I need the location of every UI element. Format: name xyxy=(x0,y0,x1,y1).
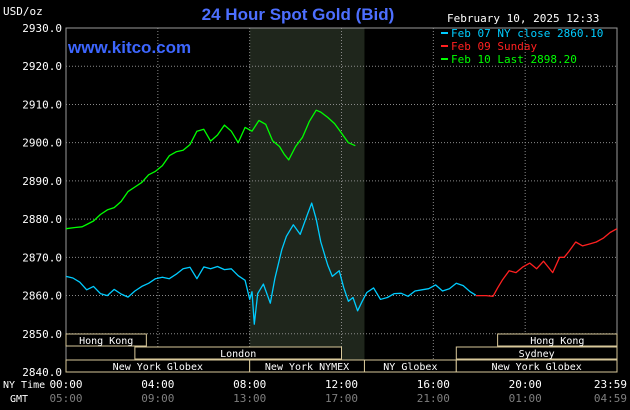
y-tick-label: 2910.0 xyxy=(22,98,62,111)
legend-entry: Feb 09 Sunday xyxy=(451,40,537,53)
price-series xyxy=(65,109,618,325)
y-tick-label: 2880.0 xyxy=(22,213,62,226)
y-tick-label: 2860.0 xyxy=(22,290,62,303)
x-tick-label-gmt: 05:00 xyxy=(49,392,82,405)
y-tick-label: 2930.0 xyxy=(22,22,62,35)
session-box: New York Globex xyxy=(455,359,618,373)
market-sessions: Hong Kong Hong Kong London Sydney New York G… xyxy=(65,333,618,373)
session-box-frame xyxy=(65,333,147,347)
series-line xyxy=(65,202,477,325)
session-box-frame xyxy=(455,346,618,360)
session-label: New York Globex xyxy=(113,362,203,373)
y-tick-label: 2900.0 xyxy=(22,137,62,150)
x-tick-label-ny: 12:00 xyxy=(325,378,358,391)
x-tick-label-gmt: 09:00 xyxy=(141,392,174,405)
x-tick-label-ny: 08:00 xyxy=(233,378,266,391)
chart-title: 24 Hour Spot Gold (Bid) xyxy=(202,5,395,24)
session-box: Hong Kong xyxy=(65,333,147,347)
session-box: NY Globex xyxy=(363,359,457,373)
legend-entry: Feb 10 Last 2898.20 xyxy=(451,53,577,66)
x-tick-label-gmt: 13:00 xyxy=(233,392,266,405)
session-box: London xyxy=(134,346,342,360)
y-tick-label: 2920.0 xyxy=(22,60,62,73)
session-box-frame xyxy=(455,359,618,373)
session-label: London xyxy=(220,349,256,360)
session-box: New York NYMEX xyxy=(249,359,365,373)
series-line xyxy=(475,228,618,297)
session-label: New York Globex xyxy=(491,362,581,373)
y-tick-label: 2840.0 xyxy=(22,366,62,379)
session-label: Sydney xyxy=(519,349,555,360)
y-axis-unit: USD/oz xyxy=(3,5,43,18)
session-box: Hong Kong xyxy=(497,333,618,347)
y-tick-labels: 2930.0 2920.0 2910.0 2900.0 2890.0 2880.0 2870… xyxy=(22,22,62,379)
series-line xyxy=(65,109,356,230)
y-tick-label: 2890.0 xyxy=(22,175,62,188)
x-tick-label-ny: 16:00 xyxy=(417,378,450,391)
x-tick-label-ny: 04:00 xyxy=(141,378,174,391)
x-tick-label-gmt: 01:00 xyxy=(509,392,542,405)
x-tick-label-gmt: 04:59 xyxy=(594,392,627,405)
y-tick-label: 2870.0 xyxy=(22,251,62,264)
gmt-label: GMT xyxy=(10,394,28,405)
website-label: www.kitco.com xyxy=(67,38,191,57)
session-label: New York NYMEX xyxy=(265,362,349,373)
session-box: Sydney xyxy=(455,346,618,360)
x-tick-label-ny: 20:00 xyxy=(509,378,542,391)
x-tick-label-ny: 23:59 xyxy=(594,378,627,391)
session-label: Hong Kong xyxy=(79,336,133,347)
x-tick-label-gmt: 17:00 xyxy=(325,392,358,405)
session-label: Hong Kong xyxy=(530,336,584,347)
session-box-frame xyxy=(497,333,618,347)
session-box: New York Globex xyxy=(65,359,251,373)
ny-time-label: NY Time xyxy=(3,380,45,391)
session-label: NY Globex xyxy=(383,362,437,373)
y-tick-label: 2850.0 xyxy=(22,328,62,341)
date-label: February 10, 2025 12:33 xyxy=(447,12,599,25)
shaded-session xyxy=(249,28,365,372)
x-tick-label-gmt: 21:00 xyxy=(417,392,450,405)
session-box-frame xyxy=(134,346,342,360)
x-tick-label-ny: 00:00 xyxy=(49,378,82,391)
legend-entry: Feb 07 NY close 2860.10 xyxy=(451,27,603,40)
